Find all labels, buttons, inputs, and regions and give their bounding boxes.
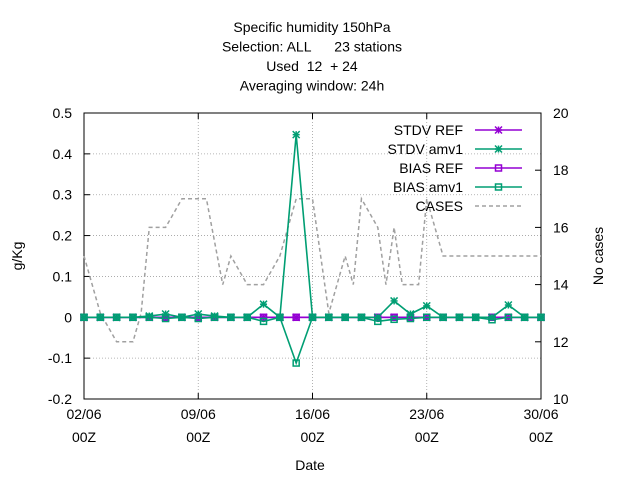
data-point: [390, 296, 399, 305]
marker-stroke: [390, 296, 399, 305]
title-line: Specific humidity 150hPa: [233, 19, 390, 35]
data-point: [276, 313, 284, 322]
x-tick-label: 00Z: [300, 429, 325, 445]
title-line: Used 12 + 24: [266, 58, 358, 74]
data-point: [341, 313, 349, 322]
x-tick-label: 09/06: [181, 406, 216, 422]
x-tick-label: 23/06: [409, 406, 444, 422]
data-point: [488, 315, 496, 324]
data-point: [292, 130, 301, 139]
y2-tick-label: 18: [553, 162, 569, 178]
series: [79, 130, 546, 367]
data-point: [422, 301, 431, 310]
x-axis-label: Date: [295, 457, 325, 473]
data-point: [439, 313, 447, 322]
legend-label: BIAS REF: [399, 160, 463, 176]
data-point: [308, 313, 317, 322]
x-tick-label: 00Z: [72, 429, 97, 445]
y2-tick-label: 12: [553, 334, 569, 350]
marker-stroke: [422, 301, 431, 310]
data-point: [161, 314, 170, 323]
data-point: [80, 313, 88, 322]
data-point: [504, 300, 513, 310]
y-tick-label: 0.2: [53, 228, 73, 244]
data-point: [96, 313, 105, 322]
data-point: [374, 317, 382, 326]
x-tick-label: 00Z: [529, 429, 554, 445]
data-point: [406, 314, 415, 323]
title-line: Averaging window: 24h: [240, 78, 385, 94]
legend-label: CASES: [416, 198, 463, 214]
y-tick-label: 0.1: [53, 268, 73, 284]
y-tick-label: -0.2: [48, 391, 72, 407]
data-point: [178, 313, 186, 322]
legend-label: BIAS amv1: [393, 179, 463, 195]
x-tick-label: 00Z: [186, 429, 211, 445]
y2-tick-label: 20: [553, 105, 569, 121]
y-tick-label: 0.3: [53, 187, 73, 203]
y-tick-label: 0.5: [53, 105, 73, 121]
marker-stroke: [259, 300, 268, 309]
x-tick-label: 02/06: [66, 406, 101, 422]
data-point: [390, 315, 398, 324]
data-point: [210, 313, 219, 322]
marker-stroke: [494, 144, 503, 154]
data-point: [112, 313, 121, 322]
title-line: Selection: ALL 23 stations: [222, 39, 402, 55]
legend-label: STDV REF: [394, 122, 463, 138]
legend-marker: [494, 125, 503, 135]
y-tick-label: 0: [64, 309, 72, 325]
data-point: [194, 314, 202, 323]
data-point: [227, 313, 235, 322]
legend-marker: [494, 183, 503, 191]
data-point: [325, 313, 333, 322]
data-point: [259, 317, 268, 326]
data-point: [520, 313, 529, 322]
x-tick-label: 16/06: [295, 406, 330, 422]
legend: STDV REF STDV amv1 BIAS REF BIAS amv1 CASES: [388, 122, 522, 214]
data-point: [504, 313, 513, 322]
data-point: [259, 300, 268, 309]
tick-labels: 02/06 00Z 09/06 00Z 16/06 00Z 23/06 00Z 30/06 00Z…: [48, 105, 569, 445]
y2-tick-label: 14: [553, 277, 569, 293]
y-axis-label: g/Kg: [9, 242, 25, 271]
data-point: [145, 313, 154, 322]
data-point: [259, 313, 268, 322]
marker-stroke: [504, 300, 513, 310]
data-point: [357, 313, 366, 322]
legend-marker: [494, 164, 503, 172]
legend-marker: [494, 144, 503, 154]
y-tick-label: -0.1: [48, 350, 72, 366]
data-point: [129, 313, 137, 322]
series-line-bias-amv1: [84, 316, 541, 366]
series-line-stdv-amv1: [84, 134, 541, 319]
marker-stroke: [494, 125, 503, 135]
data-point: [471, 313, 480, 322]
y-tick-label: 0.4: [53, 146, 73, 162]
series-line-cases: [83, 196, 541, 343]
x-tick-label: 00Z: [415, 429, 440, 445]
chart-title: Specific humidity 150hPa Selection: ALL 2…: [222, 19, 402, 94]
y2-tick-label: 10: [553, 391, 569, 407]
y2-axis-label: No cases: [590, 227, 606, 285]
data-point: [537, 313, 545, 322]
x-tick-label: 30/06: [523, 406, 558, 422]
y2-tick-label: 16: [553, 219, 569, 235]
data-point: [243, 313, 251, 322]
data-point: [292, 313, 300, 322]
data-point: [292, 359, 300, 367]
data-point: [455, 313, 464, 322]
data-point: [423, 313, 431, 322]
legend-label: STDV amv1: [388, 141, 464, 157]
marker-stroke: [292, 130, 301, 139]
